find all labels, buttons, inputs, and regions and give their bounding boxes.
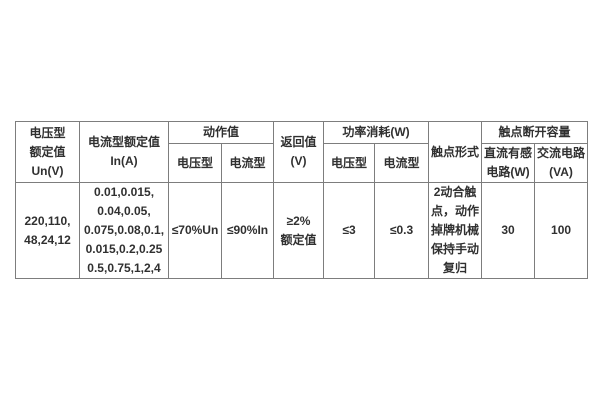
subheader-dc-inductive-circuit: 直流有感 电路(W): [481, 143, 536, 183]
header-contact-form: 触点形式: [428, 121, 483, 183]
header-voltage-rated-value: 电压型 额定值 Un(V): [15, 121, 80, 183]
subheader-action-voltage-type: 电压型: [168, 143, 222, 183]
cell-action-value-voltage: ≤70%Un: [168, 182, 222, 279]
header-current-rated-value: 电流型额定值 In(A): [79, 121, 169, 183]
subheader-ac-circuit: 交流电路 (VA): [534, 143, 589, 183]
table-row: 220,110, 48,24,12 0.01,0.015, 0.04,0.05,…: [15, 182, 589, 279]
cell-action-value-current: ≤90%In: [220, 182, 275, 279]
header-group-contact-breaking-capacity: 触点断开容量: [481, 121, 589, 144]
header-return-value: 返回值 (V): [273, 121, 325, 183]
cell-power-voltage: ≤3: [323, 182, 376, 279]
cell-ac-circuit-capacity: 100: [534, 182, 589, 279]
cell-dc-inductive-capacity: 30: [481, 182, 536, 279]
header-group-action-value: 动作值: [167, 121, 275, 144]
header-group-power-consumption: 功率消耗(W): [323, 121, 430, 144]
cell-return-value: ≥2% 额定值: [273, 182, 325, 279]
cell-current-rated-values: 0.01,0.015, 0.04,0.05, 0.075,0.08,0.1, 0…: [79, 182, 169, 279]
subheader-power-current-type: 电流型: [374, 143, 430, 183]
subheader-power-voltage-type: 电压型: [323, 143, 376, 183]
relay-spec-table: 电压型 额定值 Un(V) 电流型额定值 In(A) 动作值 返回值 (V) 功…: [15, 121, 589, 279]
cell-voltage-rated-values: 220,110, 48,24,12: [15, 182, 80, 279]
cell-power-current: ≤0.3: [374, 182, 430, 279]
cell-contact-form: 2动合触 点，动作 掉牌机械 保持手动 复归: [428, 182, 483, 279]
subheader-action-current-type: 电流型: [220, 143, 275, 183]
